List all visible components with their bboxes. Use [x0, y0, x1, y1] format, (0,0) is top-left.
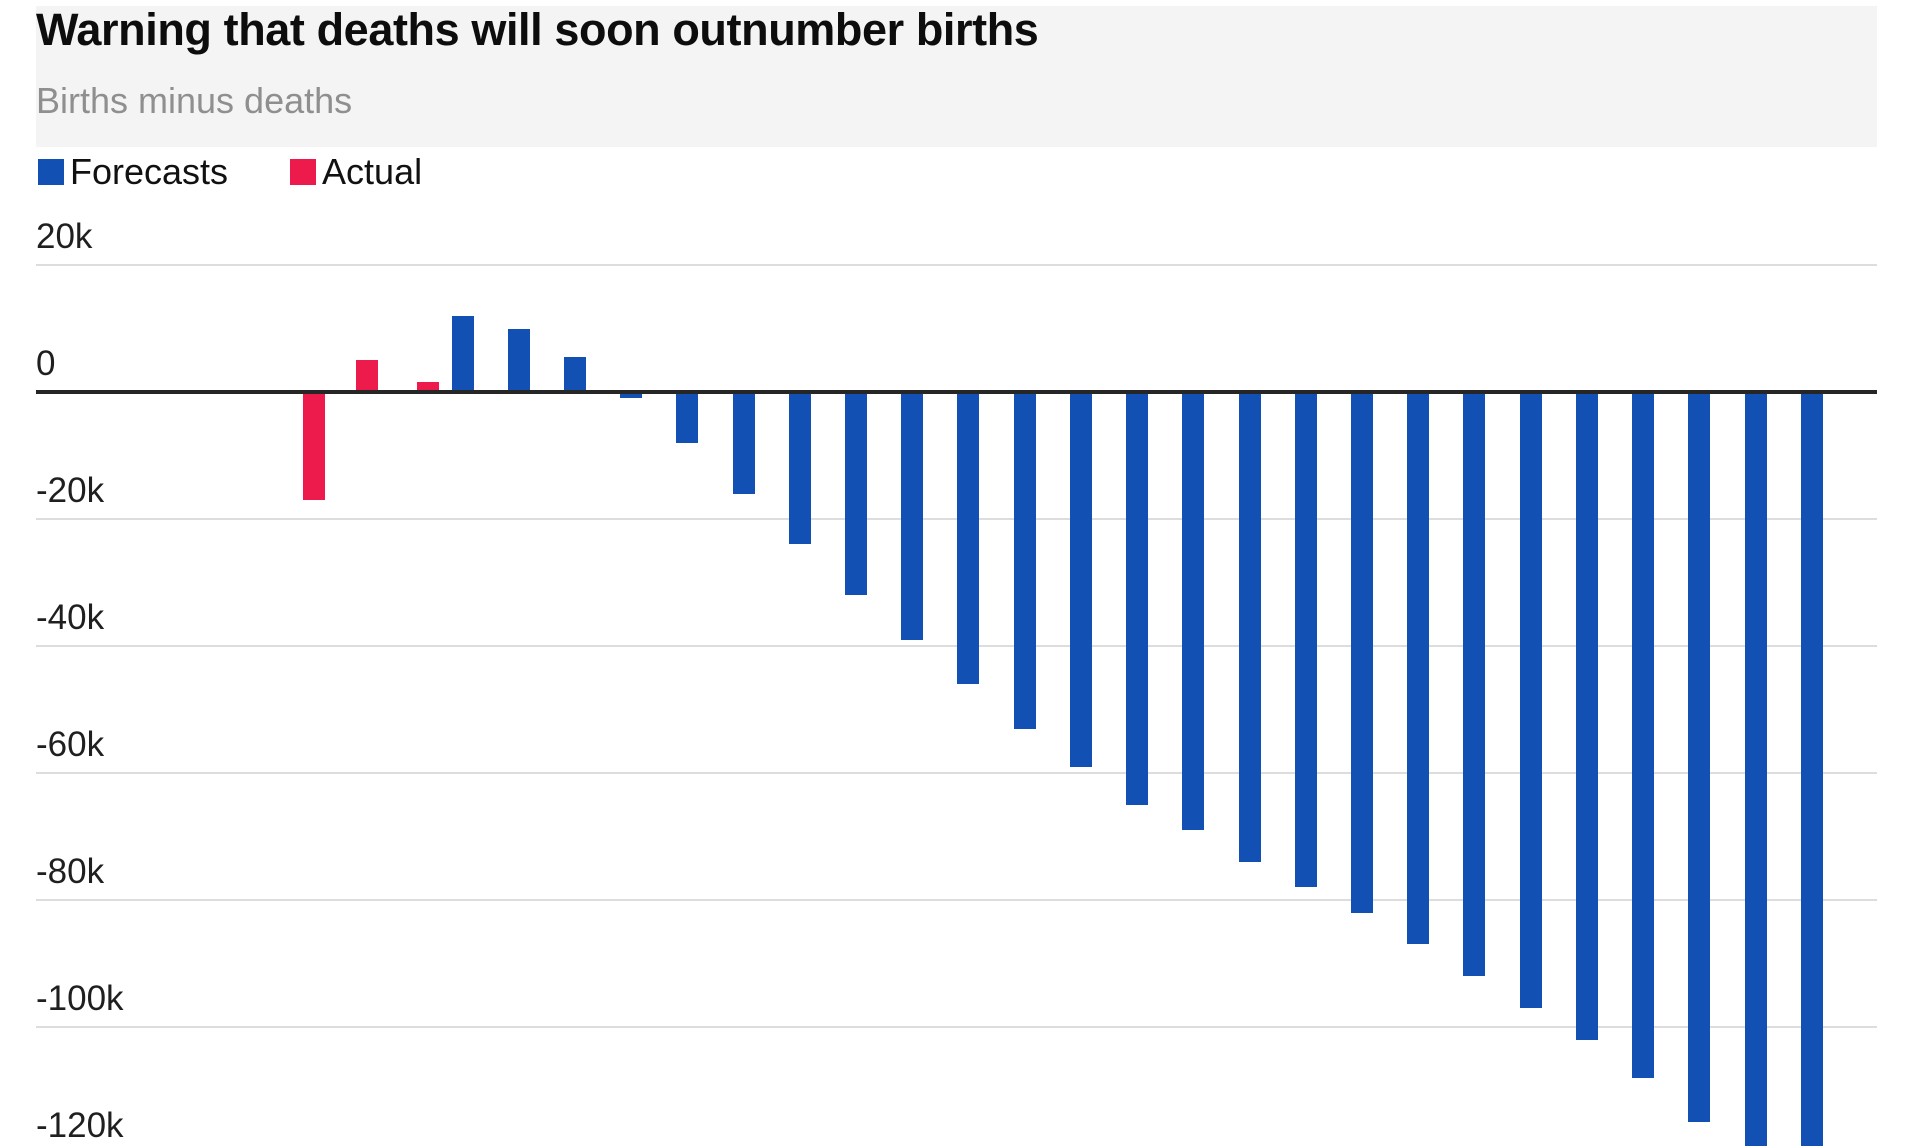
bar-forecast[interactable] — [620, 392, 643, 399]
y-tick-label: -40k — [36, 598, 105, 637]
bar-forecast[interactable] — [1351, 392, 1374, 913]
bar-forecast[interactable] — [1744, 392, 1767, 1146]
bar-forecast[interactable] — [732, 392, 755, 494]
y-tick-label: -20k — [36, 471, 105, 510]
gridline — [36, 518, 1877, 520]
bar-forecast[interactable] — [507, 328, 530, 392]
gridline — [36, 1026, 1877, 1028]
y-tick-label: -60k — [36, 725, 105, 764]
chart-subtitle: Births minus deaths — [36, 80, 353, 121]
bar-forecast[interactable] — [1407, 392, 1430, 945]
bar-forecast[interactable] — [1069, 392, 1092, 767]
legend-label-forecasts: Forecasts — [70, 151, 229, 192]
bar-forecast[interactable] — [563, 357, 586, 392]
bar-forecast[interactable] — [1519, 392, 1542, 1008]
bar-forecast[interactable] — [1182, 392, 1205, 831]
legend-swatch-forecasts-icon — [38, 159, 64, 185]
bar-forecast[interactable] — [451, 315, 474, 392]
y-tick-label: -120k — [36, 1106, 124, 1145]
y-tick-label: 0 — [36, 344, 56, 383]
gridline — [36, 772, 1877, 774]
bar-forecast[interactable] — [901, 392, 924, 640]
bar-forecast[interactable] — [1294, 392, 1317, 888]
bar-forecast[interactable] — [1688, 392, 1711, 1123]
bar-forecast[interactable] — [676, 392, 699, 443]
bar-forecast[interactable] — [1575, 392, 1598, 1040]
header-background — [36, 6, 1877, 147]
bar-forecast[interactable] — [1013, 392, 1036, 729]
bar-forecast[interactable] — [1126, 392, 1149, 805]
y-tick-label: -100k — [36, 979, 124, 1018]
bar-forecast[interactable] — [788, 392, 811, 545]
bar-actual[interactable] — [302, 392, 325, 500]
zero-baseline — [36, 390, 1877, 394]
bar-actual[interactable] — [355, 360, 378, 392]
y-tick-label: -80k — [36, 852, 105, 891]
legend: Forecasts Actual — [38, 151, 422, 193]
bar-forecast[interactable] — [845, 392, 868, 596]
bar-forecast[interactable] — [957, 392, 980, 685]
y-tick-label: 20k — [36, 217, 93, 256]
bar-forecast[interactable] — [1632, 392, 1655, 1078]
bar-forecast[interactable] — [1800, 392, 1823, 1146]
chart-title: Warning that deaths will soon outnumber … — [36, 4, 1039, 55]
legend-swatch-actual-icon — [290, 159, 317, 185]
legend-label-actual: Actual — [322, 151, 423, 192]
gridline — [36, 264, 1877, 266]
bar-actual[interactable] — [416, 382, 439, 392]
gridline — [36, 899, 1877, 901]
gridline — [36, 645, 1877, 647]
bar-forecast[interactable] — [1463, 392, 1486, 977]
bar-forecast[interactable] — [1238, 392, 1261, 862]
